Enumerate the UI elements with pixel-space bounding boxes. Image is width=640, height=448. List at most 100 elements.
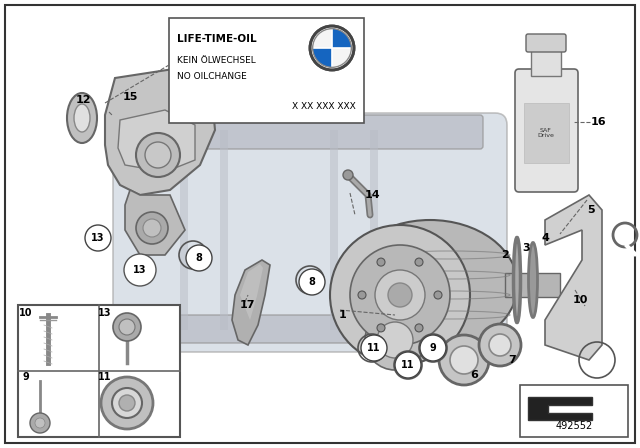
Wedge shape: [332, 29, 351, 48]
Text: 13: 13: [99, 308, 112, 318]
Circle shape: [415, 258, 423, 266]
Circle shape: [365, 310, 425, 370]
Circle shape: [377, 258, 385, 266]
Text: 9: 9: [429, 343, 436, 353]
Circle shape: [136, 212, 168, 244]
FancyBboxPatch shape: [515, 69, 578, 192]
FancyBboxPatch shape: [18, 305, 180, 437]
Text: 11: 11: [366, 344, 378, 353]
Text: 6: 6: [470, 370, 478, 380]
Text: 8: 8: [308, 277, 316, 287]
Circle shape: [343, 170, 353, 180]
FancyBboxPatch shape: [137, 115, 483, 149]
Text: 14: 14: [364, 190, 380, 200]
Circle shape: [415, 324, 423, 332]
Polygon shape: [528, 397, 592, 420]
Polygon shape: [118, 110, 195, 172]
Circle shape: [186, 245, 212, 271]
Ellipse shape: [342, 220, 518, 350]
Circle shape: [35, 418, 45, 428]
Text: 492552: 492552: [556, 421, 593, 431]
FancyBboxPatch shape: [520, 385, 628, 437]
Circle shape: [113, 313, 141, 341]
Circle shape: [101, 377, 153, 429]
Text: 11: 11: [99, 372, 112, 382]
Circle shape: [310, 26, 354, 70]
FancyBboxPatch shape: [505, 273, 560, 297]
Circle shape: [299, 269, 325, 295]
Circle shape: [388, 283, 412, 307]
FancyBboxPatch shape: [524, 103, 569, 163]
FancyBboxPatch shape: [526, 34, 566, 52]
Text: 9: 9: [430, 344, 436, 353]
Text: 7: 7: [508, 355, 516, 365]
Text: 5: 5: [587, 205, 595, 215]
Text: SAF
Drive: SAF Drive: [538, 128, 554, 138]
Circle shape: [361, 335, 387, 361]
FancyBboxPatch shape: [152, 315, 468, 343]
Polygon shape: [232, 260, 270, 345]
Text: 11: 11: [367, 343, 381, 353]
FancyBboxPatch shape: [113, 113, 507, 352]
FancyBboxPatch shape: [330, 130, 338, 330]
Text: NO OILCHANGE: NO OILCHANGE: [177, 72, 247, 81]
Polygon shape: [105, 68, 215, 195]
Circle shape: [85, 225, 111, 251]
Ellipse shape: [489, 334, 511, 356]
Polygon shape: [240, 264, 263, 320]
Circle shape: [395, 352, 421, 378]
Circle shape: [119, 319, 135, 335]
Text: 3: 3: [522, 243, 530, 253]
Circle shape: [377, 324, 385, 332]
FancyBboxPatch shape: [370, 130, 378, 330]
Text: 15: 15: [122, 92, 138, 102]
Ellipse shape: [74, 104, 90, 132]
FancyBboxPatch shape: [5, 5, 635, 443]
Circle shape: [358, 291, 366, 299]
Text: 13: 13: [92, 233, 105, 243]
Text: 17: 17: [239, 300, 255, 310]
Text: 10: 10: [572, 295, 588, 305]
Circle shape: [420, 335, 446, 361]
FancyBboxPatch shape: [169, 18, 364, 123]
FancyBboxPatch shape: [531, 46, 561, 76]
Ellipse shape: [439, 335, 489, 385]
Text: X XX XXX XXX: X XX XXX XXX: [292, 102, 356, 111]
FancyBboxPatch shape: [180, 130, 188, 330]
Text: 1: 1: [339, 310, 347, 320]
Text: LIFE-TIME-OIL: LIFE-TIME-OIL: [177, 34, 257, 44]
Circle shape: [350, 245, 450, 345]
Circle shape: [136, 133, 180, 177]
Wedge shape: [312, 29, 332, 48]
Circle shape: [119, 395, 135, 411]
Circle shape: [145, 142, 171, 168]
Ellipse shape: [529, 242, 538, 318]
Ellipse shape: [450, 346, 478, 374]
Text: 11: 11: [402, 361, 414, 370]
Ellipse shape: [479, 324, 521, 366]
Text: 12: 12: [76, 95, 91, 105]
Text: KEIN ÖLWECHSEL: KEIN ÖLWECHSEL: [177, 56, 256, 65]
Text: 10: 10: [19, 308, 33, 318]
Circle shape: [30, 413, 50, 433]
Circle shape: [330, 225, 470, 365]
FancyBboxPatch shape: [220, 130, 228, 330]
Text: 13: 13: [133, 265, 147, 275]
Text: 2: 2: [501, 250, 509, 260]
Circle shape: [434, 291, 442, 299]
Wedge shape: [312, 48, 332, 67]
Ellipse shape: [67, 93, 97, 143]
Polygon shape: [545, 195, 602, 360]
Ellipse shape: [513, 237, 520, 323]
Circle shape: [375, 270, 425, 320]
Text: 9: 9: [22, 372, 29, 382]
Text: 11: 11: [401, 360, 415, 370]
Circle shape: [143, 219, 161, 237]
Wedge shape: [332, 48, 351, 67]
Text: 4: 4: [541, 233, 549, 243]
Text: 8: 8: [196, 253, 202, 263]
Circle shape: [124, 254, 156, 286]
Polygon shape: [125, 190, 185, 255]
Circle shape: [377, 322, 413, 358]
Circle shape: [112, 388, 142, 418]
